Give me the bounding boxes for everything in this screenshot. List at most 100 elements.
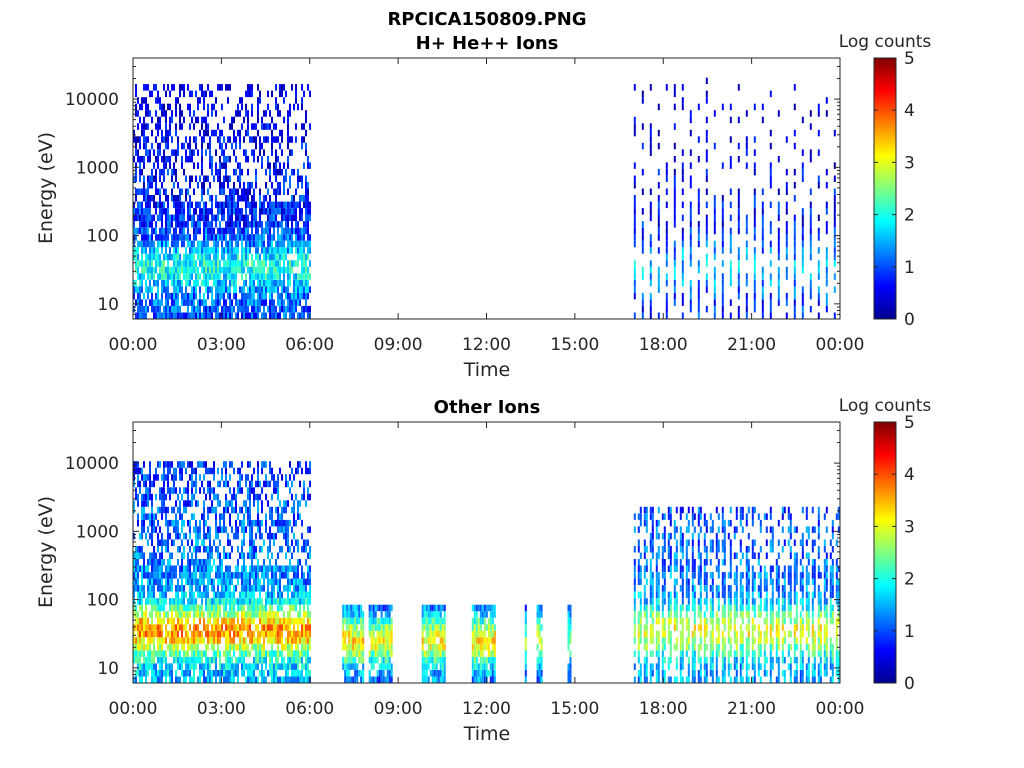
spectrogram-cell (205, 214, 207, 222)
spectrogram-cell (197, 611, 199, 618)
spectrogram-cell (157, 532, 159, 540)
spectrogram-cell (279, 565, 281, 572)
spectrogram-cell (275, 532, 277, 540)
spectrogram-cell (147, 240, 149, 248)
spectrogram-cell (305, 305, 307, 313)
spectrogram-cell (161, 539, 163, 546)
colorbar-tick-label: 4 (904, 101, 915, 121)
spectrogram-cell (143, 142, 145, 150)
spectrogram-cell (372, 656, 375, 664)
spectrogram-cell (346, 630, 349, 638)
spectrogram-cell (253, 487, 255, 494)
spectrogram-cell (303, 663, 305, 670)
spectrogram-cell (641, 234, 644, 241)
spectrogram-cell (689, 279, 692, 287)
spectrogram-cell (205, 598, 207, 605)
spectrogram-cell (193, 188, 195, 195)
panel-other-ions: Other Ions 00:00 03:00 06:00 09:00 12:00 15:0… (35, 396, 931, 745)
spectrogram-cell (219, 670, 221, 677)
spectrogram-cell (354, 604, 357, 612)
spectrogram-cell (179, 461, 181, 468)
spectrogram-cell (657, 142, 660, 150)
spectrogram-cell (225, 175, 227, 182)
spectrogram-cell (245, 565, 247, 572)
spectrogram-cell (217, 286, 219, 293)
spectrogram-cell (273, 162, 275, 169)
spectrogram-cell (346, 617, 349, 625)
spectrogram-cell (195, 273, 197, 280)
spectrogram-cell (291, 467, 293, 475)
spectrogram-cell (273, 650, 275, 657)
spectrogram-cell (435, 663, 438, 670)
spectrogram-cell (245, 637, 247, 644)
spectrogram-cell (301, 598, 303, 605)
spectrogram-cell (199, 565, 201, 572)
spectrogram-cell (159, 142, 161, 150)
spectrogram-cell (251, 474, 253, 481)
spectrogram-cell (151, 175, 153, 182)
spectrogram-cell (205, 175, 207, 182)
spectrogram-cell (249, 630, 251, 638)
spectrogram-cell (165, 292, 167, 300)
spectrogram-cell (147, 526, 149, 533)
spectrogram-cell (384, 656, 387, 664)
spectrogram-cell (443, 617, 446, 625)
spectrogram-cell (259, 299, 261, 306)
spectrogram-cell (257, 474, 259, 481)
spectrogram-cell (295, 643, 297, 651)
spectrogram-cell (259, 598, 261, 605)
spectrogram-cell (229, 500, 231, 507)
spectrogram-cell (283, 572, 285, 579)
spectrogram-cell (833, 208, 836, 215)
spectrogram-cell (253, 604, 255, 612)
spectrogram-cell (289, 305, 291, 313)
spectrogram-cell (227, 221, 229, 228)
spectrogram-cell (255, 643, 257, 651)
spectrogram-cell (293, 273, 295, 280)
spectrogram-cell (251, 103, 253, 111)
spectrogram-cell (362, 643, 365, 651)
spectrogram-cell (267, 480, 269, 488)
spectrogram-cell (769, 182, 772, 189)
spectrogram-cell (187, 84, 189, 91)
spectrogram-cell (225, 643, 227, 651)
spectrogram-cell (191, 155, 193, 163)
spectrogram-cell (203, 474, 205, 481)
spectrogram-cell (433, 663, 436, 670)
spectrogram-cell (139, 546, 141, 553)
spectrogram-cell (179, 266, 181, 274)
spectrogram-cell (135, 195, 137, 202)
spectrogram-cell (253, 136, 255, 143)
spectrogram-cell (745, 149, 748, 156)
spectrogram-cell (737, 305, 740, 313)
spectrogram-cell (435, 676, 438, 683)
spectrogram-cell (305, 656, 307, 664)
spectrogram-cell (165, 234, 167, 241)
spectrogram-cell (233, 208, 235, 215)
spectrogram-cell (145, 214, 147, 222)
spectrogram-cell (165, 136, 167, 143)
spectrogram-cell (277, 637, 279, 644)
spectrogram-cell (187, 155, 189, 163)
spectrogram-cell (285, 539, 287, 546)
spectrogram-cell (251, 611, 253, 618)
spectrogram-cell (157, 643, 159, 651)
spectrogram-cell (217, 552, 219, 559)
spectrogram-cell (277, 604, 279, 612)
spectrogram-cell (193, 637, 195, 644)
spectrogram-cell (729, 299, 732, 306)
spectrogram-cell (785, 240, 788, 248)
spectrogram-cell (233, 506, 235, 514)
spectrogram-cell (237, 299, 239, 306)
spectrogram-cell (374, 611, 377, 618)
spectrogram-cell (189, 136, 191, 143)
spectrogram-cell (295, 617, 297, 625)
spectrogram-cell (265, 572, 267, 579)
spectrogram-cell (173, 637, 175, 644)
spectrogram-cell (243, 253, 245, 261)
spectrogram-cell (227, 506, 229, 514)
spectrogram-cell (137, 643, 139, 651)
spectrogram-cell (151, 630, 153, 638)
spectrogram-cell (211, 227, 213, 235)
spectrogram-cell (277, 591, 279, 599)
